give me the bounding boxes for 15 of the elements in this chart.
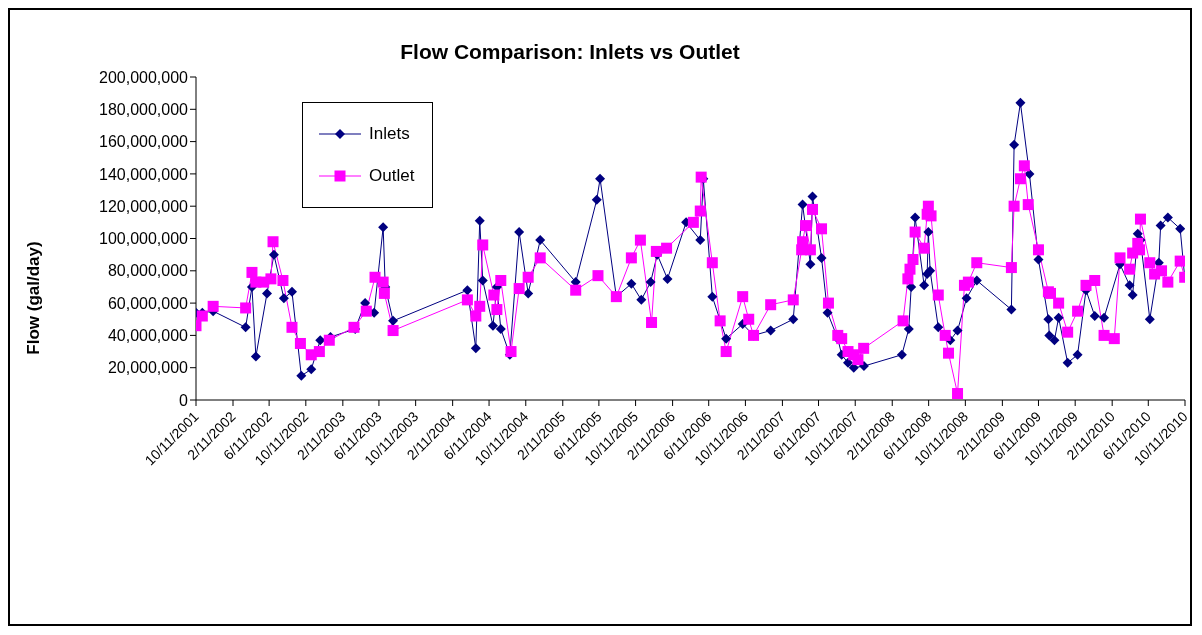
legend-label: Inlets <box>369 124 410 144</box>
y-tick-label: 180,000,000 <box>99 100 189 118</box>
y-axis-title: Flow (gal/day) <box>24 240 44 357</box>
y-tick-label: 80,000,000 <box>107 262 189 280</box>
y-tick-label: 120,000,000 <box>99 197 189 215</box>
y-tick-label: 160,000,000 <box>99 133 189 151</box>
legend-label: Outlet <box>369 166 415 186</box>
y-tick-label: 100,000,000 <box>99 230 189 248</box>
y-tick-label: 20,000,000 <box>107 359 189 377</box>
y-tick-label: 0 <box>179 391 189 409</box>
y-tick-label: 60,000,000 <box>107 294 189 312</box>
y-tick-label: 40,000,000 <box>107 327 189 345</box>
y-tick-label: 200,000,000 <box>99 68 189 86</box>
y-tick-label: 140,000,000 <box>99 165 189 183</box>
chart-title: Flow Comparison: Inlets vs Outlet <box>399 40 741 64</box>
